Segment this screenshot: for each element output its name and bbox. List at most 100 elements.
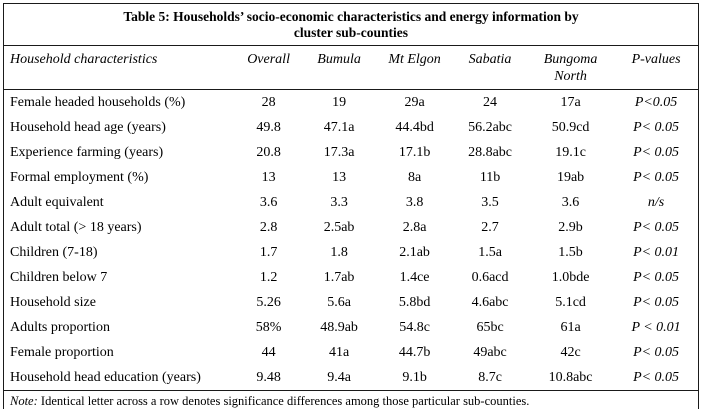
value-cell: 1.5b [558, 245, 583, 260]
value-cell: 13 [332, 170, 347, 185]
pvalue-cell: P< 0.05 [633, 370, 680, 385]
value-cell: 9.48 [256, 370, 281, 385]
characteristic-cell: Household head age (years) [10, 120, 166, 135]
characteristic-cell: Household head education (years) [10, 370, 201, 385]
value-cell: 2.9b [558, 220, 583, 235]
value-cell: 54.8c [399, 320, 430, 335]
value-cell: 48.9ab [320, 320, 358, 335]
value-cell: 58% [255, 320, 282, 335]
table-row: Household head education (years) 9.48 9.4a… [4, 365, 698, 390]
value-cell: 3.6 [259, 195, 278, 210]
value-cell: 19.1c [555, 145, 586, 160]
table-row: Children below 7 1.2 1.7ab 1.4ce 0.6acd 1.0bd… [4, 265, 698, 290]
column-header: P-values [614, 46, 698, 90]
value-cell: 41a [328, 345, 350, 360]
value-cell: 20.8 [256, 145, 281, 160]
table-row: Household size 5.26 5.6a 5.8bd 4.6abc 5.1cd P<… [4, 290, 698, 315]
value-cell: 8.7c [478, 370, 502, 385]
value-cell: 11b [479, 170, 501, 185]
table-body: Female headed households (%) 28 19 29a 24 17a… [4, 90, 698, 391]
value-cell: 3.5 [481, 195, 499, 210]
table-row: Household head age (years) 49.8 47.1a 44.4b… [4, 115, 698, 140]
characteristic-cell: Female headed households (%) [10, 95, 186, 110]
value-cell: 2.5ab [323, 220, 355, 235]
characteristic-cell: Children (7-18) [10, 245, 98, 260]
value-cell: 49abc [473, 345, 507, 360]
value-cell: 56.2abc [468, 120, 513, 135]
value-cell: 24 [483, 95, 498, 110]
value-cell: 1.7ab [323, 270, 355, 285]
pvalue-cell: n/s [647, 195, 665, 210]
value-cell: 44.7b [398, 345, 431, 360]
table-row: Adults proportion 58% 48.9ab 54.8c 65bc 61a P … [4, 315, 698, 340]
note-label: Note: [10, 394, 38, 408]
value-cell: 49.8 [256, 120, 281, 135]
pvalue-cell: P< 0.05 [633, 120, 680, 135]
pvalue-cell: P< 0.05 [633, 170, 680, 185]
table-note: Note: Identical letter across a row deno… [4, 390, 698, 409]
table-title: Table 5: Households’ socio-economic char… [4, 4, 698, 46]
table-header: Household characteristics Overall Bumula Mt… [4, 46, 698, 90]
value-cell: 44.4bd [395, 120, 434, 135]
pvalue-cell: P < 0.01 [631, 320, 681, 335]
characteristic-cell: Adult equivalent [10, 195, 104, 210]
value-cell: 19ab [556, 170, 585, 185]
value-cell: 3.3 [330, 195, 348, 210]
characteristic-cell: Experience farming (years) [10, 145, 164, 160]
value-cell: 1.2 [259, 270, 278, 285]
socio-economic-table: Table 5: Households’ socio-economic char… [3, 3, 699, 409]
value-cell: 4.6abc [471, 295, 509, 310]
value-cell: 1.5a [478, 245, 502, 260]
table-title-line1: Table 5: Households’ socio-economic char… [123, 9, 579, 24]
table-row: Experience farming (years) 20.8 17.3a 17.1b… [4, 140, 698, 165]
data-table: Household characteristics Overall Bumula Mt… [4, 46, 698, 390]
value-cell: 5.1cd [555, 295, 586, 310]
value-cell: 50.9cd [551, 120, 590, 135]
column-header: Sabatia [453, 46, 527, 90]
pvalue-cell: P<0.05 [634, 95, 678, 110]
value-cell: 8a [407, 170, 422, 185]
pvalue-cell: P< 0.01 [633, 245, 680, 260]
column-header: Bumula [302, 46, 376, 90]
value-cell: 3.8 [405, 195, 424, 210]
value-cell: 61a [560, 320, 581, 335]
pvalue-cell: P< 0.05 [633, 270, 680, 285]
value-cell: 3.6 [561, 195, 580, 210]
characteristic-cell: Adults proportion [10, 320, 110, 335]
header-row: Household characteristics Overall Bumula Mt… [4, 46, 698, 90]
value-cell: 9.1b [402, 370, 427, 385]
table-row: Female proportion 44 41a 44.7b 49abc 42c P< 0.… [4, 340, 698, 365]
value-cell: 1.0bde [551, 270, 590, 285]
column-header: Bungoma North [526, 46, 615, 90]
value-cell: 29a [404, 95, 425, 110]
value-cell: 19 [332, 95, 347, 110]
value-cell: 2.8a [402, 220, 427, 235]
value-cell: 2.1ab [399, 245, 430, 260]
characteristic-cell: Adult total (> 18 years) [10, 220, 142, 235]
value-cell: 1.4ce [399, 270, 430, 285]
value-cell: 10.8abc [548, 370, 593, 385]
pvalue-cell: P< 0.05 [633, 295, 680, 310]
value-cell: 13 [261, 170, 276, 185]
value-cell: 5.8bd [398, 295, 431, 310]
value-cell: 17a [560, 95, 581, 110]
table-row: Formal employment (%) 13 13 8a 11b 19ab P< 0.0… [4, 165, 698, 190]
value-cell: 2.8 [259, 220, 278, 235]
value-cell: 1.7 [259, 245, 278, 260]
column-header: Household characteristics [4, 46, 235, 90]
value-cell: 2.7 [481, 220, 499, 235]
characteristic-cell: Female proportion [10, 345, 114, 360]
pvalue-cell: P< 0.05 [633, 145, 680, 160]
value-cell: 65bc [476, 320, 504, 335]
value-cell: 17.3a [323, 145, 355, 160]
value-cell: 28.8abc [468, 145, 513, 160]
characteristic-cell: Household size [10, 295, 96, 310]
value-cell: 44 [261, 345, 276, 360]
pvalue-cell: P< 0.05 [633, 345, 680, 360]
table-row: Children (7-18) 1.7 1.8 2.1ab 1.5a 1.5b P< 0.0… [4, 240, 698, 265]
table-row: Adult equivalent 3.6 3.3 3.8 3.5 3.6 n/s [4, 190, 698, 215]
value-cell: 5.26 [256, 295, 281, 310]
characteristic-cell: Formal employment (%) [10, 170, 149, 185]
table-row: Female headed households (%) 28 19 29a 24 17a… [4, 90, 698, 116]
